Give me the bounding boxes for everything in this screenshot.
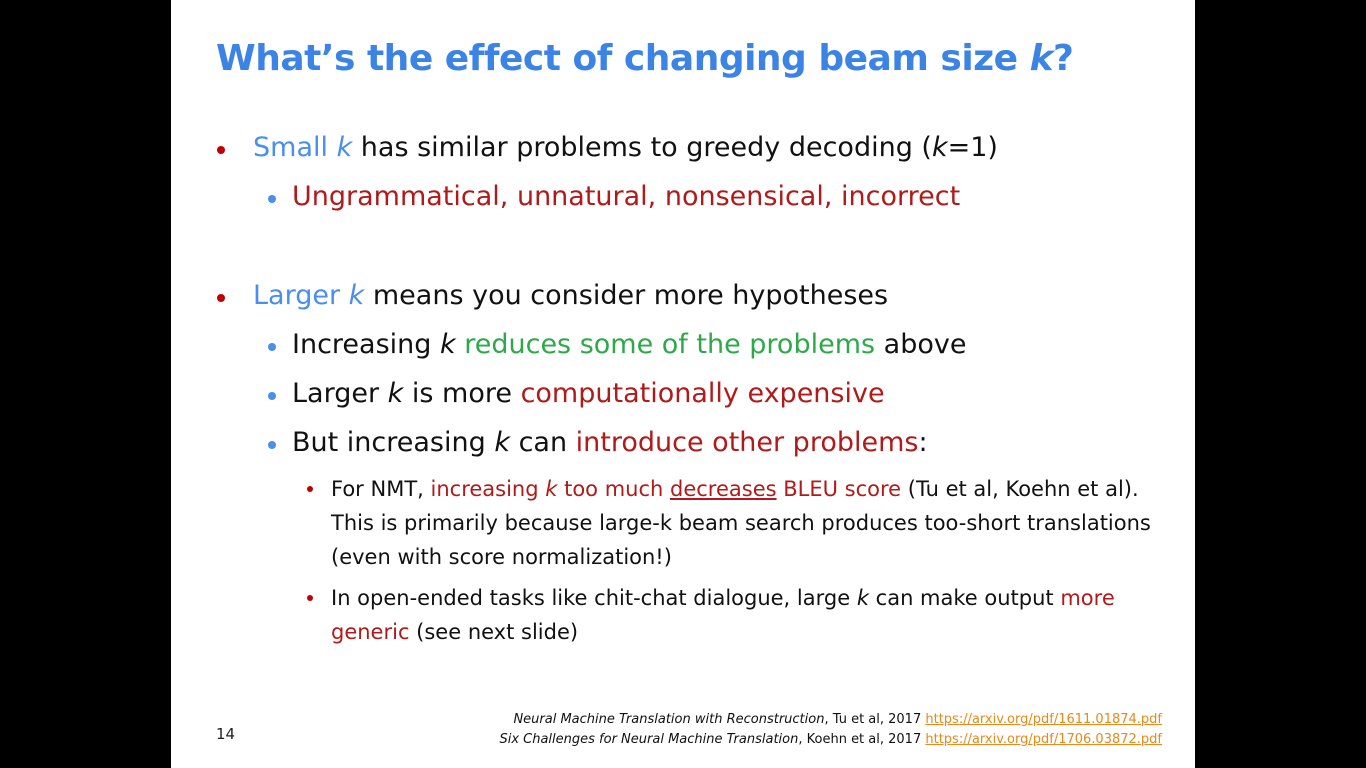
text-eq-one: =1) [947, 132, 998, 163]
text-nmt-explanation: (Tu et al, Koehn et al). This is primari… [331, 477, 1151, 569]
text-colon: : [918, 427, 928, 458]
text-larger: Larger [292, 378, 388, 409]
text-introduce-problems: introduce other problems [575, 427, 919, 458]
text-is-more: is more [403, 378, 521, 409]
text-more-hypotheses: means you consider more hypotheses [364, 280, 889, 311]
text-more-generic: more generic [331, 586, 1115, 644]
subsubbullet-open-ended: In open-ended tasks like chit-chat dialo… [307, 581, 1151, 649]
text-k: k [387, 378, 404, 409]
text-k: k [348, 280, 365, 311]
reference-link[interactable]: https://arxiv.org/pdf/1706.03872.pdf [925, 732, 1162, 747]
bullet-dot-icon [217, 146, 225, 154]
text-for-nmt: For NMT, [331, 477, 431, 501]
reference-authors: , Koehn et al, 2017 [798, 732, 926, 747]
text-k: k [494, 427, 510, 458]
title-k: k [1029, 38, 1054, 79]
text-bleu-score: BLEU score [776, 477, 902, 501]
reference-2: Six Challenges for Neural Machine Transl… [499, 730, 1162, 750]
bullet-dot-icon [307, 595, 313, 601]
reference-title: Neural Machine Translation with Reconstr… [513, 712, 825, 727]
subbullet-expensive: Larger k is more computationally expensi… [268, 378, 885, 409]
text-but-increasing: But increasing [292, 427, 495, 458]
text-decreases: decreases [670, 477, 777, 501]
text-see-next-slide: (see next slide) [409, 620, 579, 644]
text-k: k [931, 132, 948, 163]
title-end: ? [1053, 38, 1074, 79]
bullet-dot-icon [307, 486, 313, 492]
slide-number: 14 [216, 725, 236, 743]
bullet-small-k: Small k has similar problems to greedy d… [217, 132, 998, 163]
subsubbullet-nmt: For NMT, increasing k too much decreases… [307, 472, 1151, 574]
text-larger: Larger [253, 280, 349, 311]
reference-authors: , Tu et al, 2017 [824, 712, 926, 727]
subbullet-increasing-k: Increasing k reduces some of the problem… [268, 329, 967, 360]
text-can: can [509, 427, 576, 458]
slide-title: What’s the effect of changing beam size … [216, 38, 1074, 79]
text-space [456, 329, 465, 360]
bullet-larger-k: Larger k means you consider more hypothe… [217, 280, 889, 311]
text-k: k [856, 586, 869, 610]
reference-link[interactable]: https://arxiv.org/pdf/1611.01874.pdf [925, 712, 1162, 727]
text-increasing: increasing [430, 477, 546, 501]
text-reduces-problems: reduces some of the problems [464, 329, 876, 360]
text-can-make-output: can make output [868, 586, 1061, 610]
text-k: k [440, 329, 456, 360]
bullet-dot-icon [268, 195, 276, 203]
text-k: k [545, 477, 558, 501]
text-open-ended: In open-ended tasks like chit-chat dialo… [331, 586, 857, 610]
bullet-dot-icon [268, 343, 276, 351]
text-computationally-expensive: computationally expensive [520, 378, 885, 409]
text-above: above [875, 329, 967, 360]
slide: What’s the effect of changing beam size … [171, 0, 1195, 768]
bullet-dot-icon [268, 392, 276, 400]
text-similar-problems: has similar problems to greedy decoding … [352, 132, 932, 163]
subbullet-other-problems: But increasing k can introduce other pro… [268, 427, 928, 458]
text-too-much: too much [557, 477, 670, 501]
text-increasing: Increasing [292, 329, 440, 360]
title-text: What’s the effect of changing beam size [216, 38, 1030, 79]
reference-1: Neural Machine Translation with Reconstr… [499, 710, 1162, 730]
references: Neural Machine Translation with Reconstr… [499, 710, 1162, 750]
bullet-dot-icon [217, 294, 225, 302]
text-k: k [336, 132, 353, 163]
subbullet-ungrammatical: Ungrammatical, unnatural, nonsensical, i… [268, 181, 961, 212]
bullet-dot-icon [268, 441, 276, 449]
text-small: Small [253, 132, 337, 163]
text-ungrammatical: Ungrammatical, unnatural, nonsensical, i… [292, 181, 961, 212]
reference-title: Six Challenges for Neural Machine Transl… [499, 732, 799, 747]
